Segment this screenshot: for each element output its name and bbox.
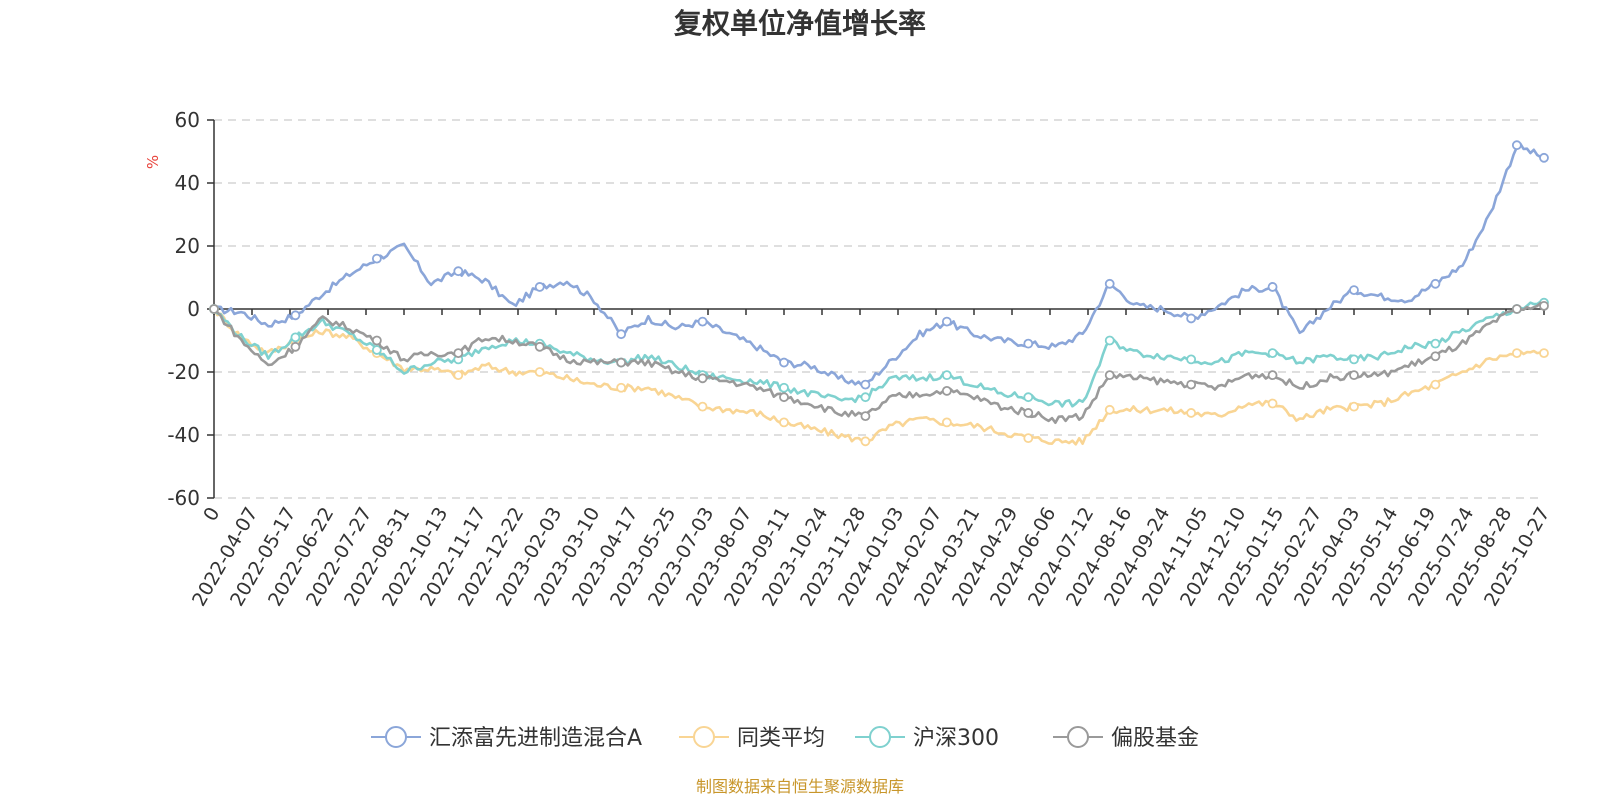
y-axis-unit: % (144, 155, 162, 169)
legend-label: 沪深300 (913, 726, 999, 751)
series-point (1539, 348, 1549, 359)
series-point (941, 370, 952, 381)
series-line-0 (213, 142, 1545, 387)
series-point (1267, 398, 1278, 409)
series-point (860, 411, 871, 422)
legend-label: 偏股基金 (1111, 726, 1199, 751)
series-lines (209, 140, 1549, 447)
y-tick-label: 0 (187, 297, 200, 321)
series-point (1104, 404, 1115, 415)
legend-label: 汇添富先进制造混合A (429, 726, 642, 751)
series-point (290, 341, 301, 352)
series-point (1186, 408, 1197, 418)
legend-item-2[interactable]: 沪深300 (855, 726, 999, 751)
series-point (1539, 152, 1549, 163)
series-point (779, 392, 789, 403)
series-point (860, 392, 871, 403)
series-point (616, 382, 627, 393)
series-point (1349, 401, 1359, 412)
series-point (371, 345, 382, 355)
legend-label: 同类平均 (737, 726, 825, 751)
series-point (1023, 392, 1034, 403)
series-point (1267, 370, 1278, 381)
series-point (1511, 348, 1522, 359)
series-point (1104, 335, 1115, 346)
gridlines (214, 119, 1544, 499)
series-point (371, 335, 382, 346)
series-point (1267, 282, 1278, 292)
series-point (1430, 379, 1441, 390)
series-point (534, 341, 545, 352)
series-line-2 (212, 300, 1545, 408)
y-tick-label: -40 (167, 423, 200, 447)
series-line-1 (212, 308, 1545, 446)
series-point (209, 304, 219, 314)
series-point (779, 382, 789, 393)
series-point (1023, 338, 1034, 349)
series-point (290, 310, 301, 321)
legend-circle-icon (869, 726, 891, 748)
series-point (1104, 278, 1115, 289)
chart-title: 复权单位净值增长率 (674, 7, 926, 40)
y-tick-label: -60 (167, 486, 200, 510)
y-tick-label: 60 (175, 108, 200, 132)
series-point (860, 379, 871, 390)
series-point (1349, 354, 1359, 365)
series-point (941, 385, 952, 396)
series-point (941, 316, 952, 327)
y-tick-label: -20 (167, 360, 200, 384)
y-tick-label: 20 (175, 234, 200, 258)
series-point (1267, 348, 1278, 359)
series-point (453, 348, 464, 359)
series-point (1186, 379, 1197, 390)
series-point (1511, 140, 1522, 151)
series-point (1511, 304, 1522, 314)
axes (207, 119, 1545, 499)
legend-item-3[interactable]: 偏股基金 (1053, 726, 1199, 751)
legend-circle-icon (385, 726, 407, 748)
series-point (290, 332, 301, 343)
series-point (697, 373, 708, 384)
series-point (616, 357, 627, 368)
y-axis-labels: 60 40 20 0 -20 -40 -60 (167, 108, 200, 510)
series-point (1023, 433, 1034, 444)
series-point (1539, 300, 1549, 311)
series-point (941, 417, 952, 428)
legend-circle-icon (693, 726, 715, 748)
series-line-3 (213, 301, 1545, 424)
series-point (1430, 351, 1441, 362)
series-point (1349, 285, 1359, 296)
x-axis-labels: 02022-04-072022-05-172022-06-222022-07-2… (188, 504, 1554, 611)
series-point (371, 253, 382, 264)
series-point (1430, 278, 1441, 289)
series-point (1186, 354, 1197, 365)
series-point (779, 417, 789, 428)
legend-circle-icon (1067, 726, 1089, 748)
series-point (453, 370, 464, 381)
series-point (860, 436, 871, 447)
series-point (1349, 370, 1359, 381)
legend[interactable]: 汇添富先进制造混合A 同类平均 沪深300 偏股基金 (371, 726, 1199, 751)
series-point (534, 282, 545, 292)
series-point (453, 266, 464, 277)
series-point (697, 401, 708, 412)
series-point (1023, 408, 1034, 418)
series-point (779, 357, 789, 368)
series-point (1104, 370, 1115, 381)
legend-item-1[interactable]: 同类平均 (679, 726, 825, 751)
legend-item-0[interactable]: 汇添富先进制造混合A (371, 726, 642, 751)
series-point (616, 329, 627, 340)
source-note: 制图数据来自恒生聚源数据库 (696, 777, 904, 796)
y-tick-label: 40 (175, 171, 200, 195)
series-point (697, 316, 708, 327)
x-tick-label: 0 (199, 504, 224, 525)
series-point (534, 367, 545, 377)
series-point (1430, 338, 1441, 349)
series-point (1186, 313, 1197, 324)
